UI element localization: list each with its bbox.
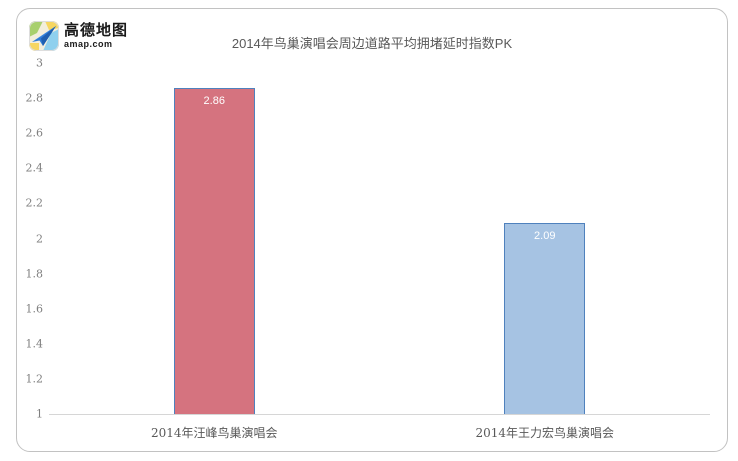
chart-title: 2014年鸟巢演唱会周边道路平均拥堵延时指数PK	[231, 36, 513, 51]
bar-value-label: 2.86	[203, 94, 225, 107]
chart-card: 高德地图 amap.com 2014年鸟巢演唱会周边道路平均拥堵延时指数PK 3…	[16, 8, 728, 452]
y-axis-tick: 3	[36, 56, 43, 70]
y-axis-tick: 1	[36, 407, 43, 421]
y-axis-tick: 2.8	[25, 91, 44, 105]
amap-logo: 高德地图 amap.com	[29, 21, 128, 51]
y-axis-tick: 1.8	[25, 267, 44, 281]
y-axis-tick: 2.4	[25, 161, 44, 175]
y-axis-tick: 1.6	[25, 302, 44, 316]
bar-value-label: 2.09	[534, 229, 556, 242]
x-axis-label: 2014年汪峰鸟巢演唱会	[150, 426, 278, 440]
x-axis-label: 2014年王力宏鸟巢演唱会	[475, 426, 615, 440]
plot-area: 3 2.8 2.6 2.4 2.2 2 1.8 1.6 1.4 1.2 1 2.86 2014年汪峰鸟巢…	[26, 57, 710, 440]
amap-logo-text: 高德地图 amap.com	[64, 23, 128, 49]
bar-0: 2.86	[173, 87, 255, 414]
y-axis-tick: 2.2	[25, 196, 44, 210]
y-axis-tick: 1.4	[25, 337, 44, 351]
amap-logo-icon	[29, 21, 59, 51]
amap-logo-name: 高德地图	[64, 22, 129, 39]
amap-logo-domain: amap.com	[64, 39, 113, 49]
bar-1: 2.09	[504, 222, 586, 414]
y-axis-tick: 1.2	[25, 372, 44, 386]
y-axis-tick: 2	[36, 232, 43, 245]
y-axis-tick: 2.6	[25, 126, 44, 140]
